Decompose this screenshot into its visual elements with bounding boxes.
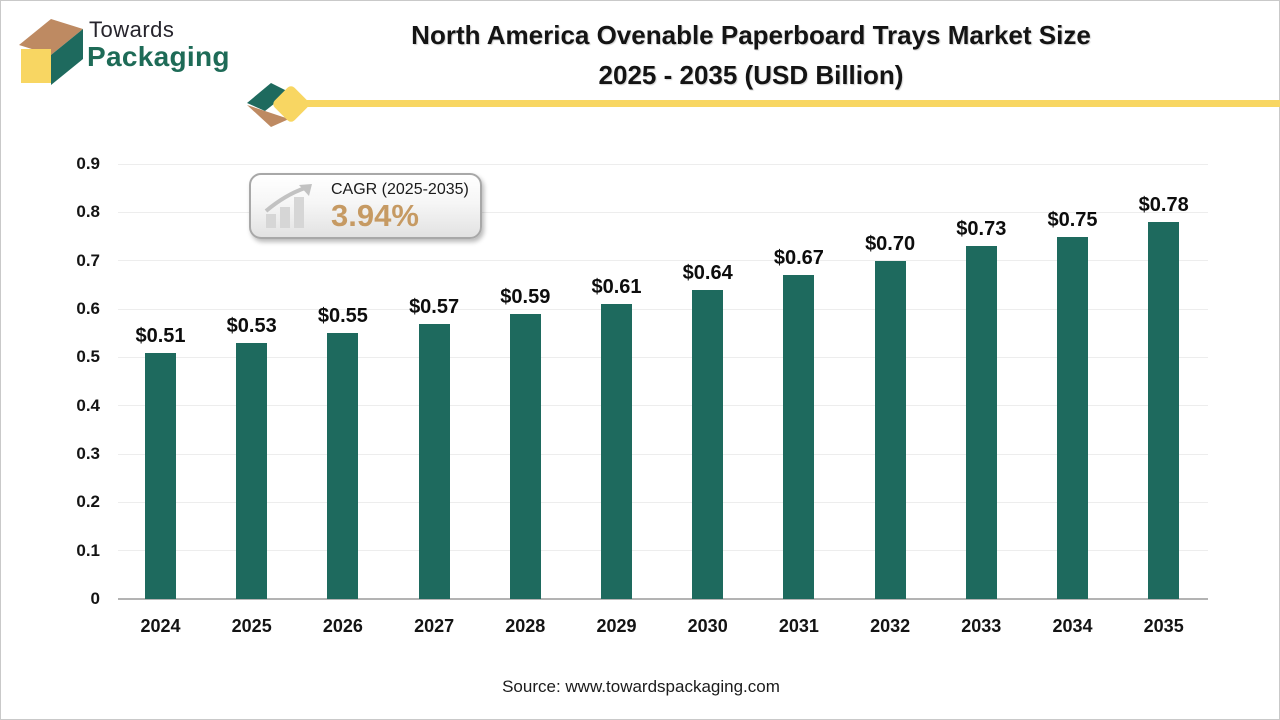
y-axis-tick-label: 0.2 xyxy=(76,492,100,512)
bar-2029 xyxy=(601,304,632,599)
x-axis-tick-label: 2026 xyxy=(322,616,363,636)
x-axis-tick-label: 2027 xyxy=(414,616,455,636)
y-axis-tick-label: 0 xyxy=(90,589,100,608)
bar-value-label: $0.78 xyxy=(1138,194,1189,216)
bar-value-label: $0.75 xyxy=(1047,208,1098,231)
bar-2028 xyxy=(509,313,541,599)
y-axis-tick-label: 0.4 xyxy=(76,395,100,415)
gridline xyxy=(118,405,1208,407)
bar-2035 xyxy=(1148,222,1180,599)
brand-name-bottom: Packaging xyxy=(87,41,230,72)
plot-area: 0 0.1 0.2 0.3 0.4 0.5 0.6 0.7 0.8 0.9 $0.51 2024 $0.… xyxy=(76,154,1208,636)
y-axis-tick-label: 0.9 xyxy=(76,154,100,173)
bar-value-label: $0.59 xyxy=(500,285,551,308)
bar-2027 xyxy=(418,323,450,599)
x-axis-tick-label: 2025 xyxy=(231,616,272,636)
bar-2032 xyxy=(874,260,906,599)
bar-value-label: $0.73 xyxy=(956,218,1007,241)
bar-2025 xyxy=(236,342,268,599)
chart-title-line1: North America Ovenable Paperboard Trays … xyxy=(411,20,1091,50)
bar-value-label: $0.51 xyxy=(135,324,186,347)
divider-cube-yellow-diamond xyxy=(273,86,309,122)
gridline xyxy=(118,260,1208,262)
cagr-label: CAGR (2025-2035) xyxy=(331,180,469,198)
brand-name-top: Towards xyxy=(89,17,175,42)
bar-value-label: $0.57 xyxy=(409,295,460,318)
bar-2033 xyxy=(965,246,997,599)
bar-value-label: $0.61 xyxy=(591,276,642,299)
chart-title-line2: 2025 - 2035 (USD Billion) xyxy=(598,60,904,90)
divider-rule xyxy=(247,83,1280,127)
bar-2031 xyxy=(783,275,815,599)
bar-2030 xyxy=(692,289,724,599)
gridline xyxy=(118,550,1208,552)
gridline xyxy=(118,308,1208,310)
y-axis-tick-label: 0.6 xyxy=(76,299,100,318)
logo-cube-icon xyxy=(19,19,83,85)
x-axis-tick-label: 2035 xyxy=(1143,616,1184,636)
gridline xyxy=(118,501,1208,503)
bar-value-label: $0.67 xyxy=(773,247,824,270)
y-axis-tick-label: 0.3 xyxy=(76,444,100,463)
bar-2024 xyxy=(145,352,176,599)
x-axis-tick-label: 2034 xyxy=(1052,616,1093,636)
x-axis-tick-label: 2024 xyxy=(140,616,181,636)
divider-cube-tan-facet xyxy=(247,105,289,127)
x-axis-line xyxy=(118,598,1208,600)
gridline xyxy=(118,211,1208,213)
x-axis-tick-label: 2031 xyxy=(778,616,819,636)
chart-title: North America Ovenable Paperboard Trays … xyxy=(281,15,1221,95)
x-axis-tick-label: 2033 xyxy=(961,616,1002,636)
gridline xyxy=(118,356,1208,358)
bar-value-label: $0.70 xyxy=(865,232,916,255)
y-axis-tick-label: 0.5 xyxy=(76,347,100,367)
growth-chart-icon xyxy=(264,184,312,228)
x-axis-tick-label: 2032 xyxy=(870,616,911,636)
cagr-badge: CAGR (2025-2035) 3.94% xyxy=(249,173,482,239)
bar-value-label: $0.55 xyxy=(317,305,368,328)
bar-value-label: $0.64 xyxy=(682,261,733,284)
source-text: Source: www.towardspackaging.com xyxy=(502,677,780,696)
divider-line xyxy=(293,100,1280,107)
x-axis-tick-label: 2029 xyxy=(596,616,637,636)
x-axis-tick-label: 2030 xyxy=(687,616,728,636)
cagr-value: 3.94% xyxy=(331,197,419,233)
y-axis-tick-label: 0.7 xyxy=(76,250,100,270)
bar-2026 xyxy=(327,333,359,599)
gridline xyxy=(118,163,1208,165)
y-axis-tick-label: 0.8 xyxy=(76,202,100,222)
bar-value-label: $0.53 xyxy=(226,314,277,337)
divider-cube-green-facet xyxy=(247,83,289,111)
bar-2034 xyxy=(1057,236,1088,599)
x-axis-tick-label: 2028 xyxy=(505,616,546,636)
gridline xyxy=(118,453,1208,455)
y-axis-tick-label: 0.1 xyxy=(76,540,100,560)
